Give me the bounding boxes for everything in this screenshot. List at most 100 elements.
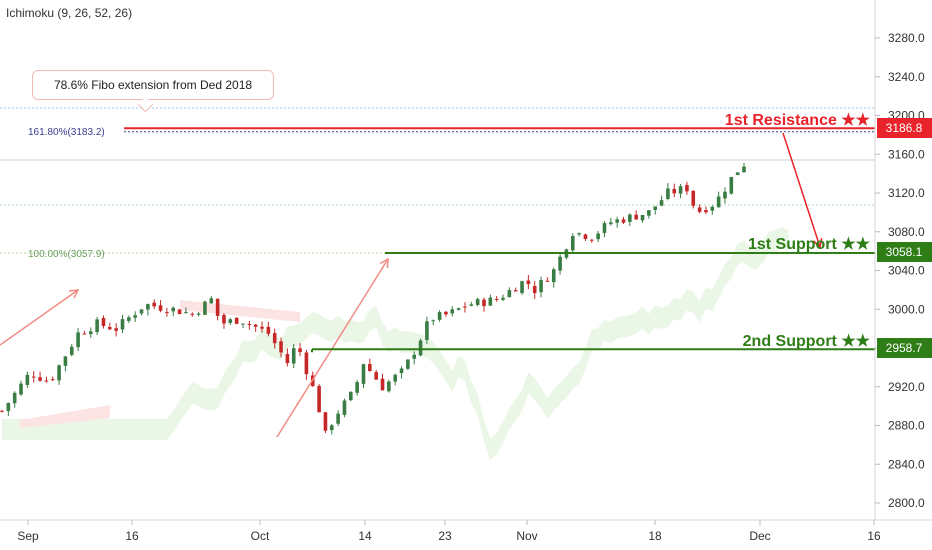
candle-body	[469, 304, 474, 306]
candle-body	[431, 320, 436, 322]
candle-body	[589, 239, 594, 241]
candle-body	[558, 256, 562, 271]
candle-body	[31, 376, 36, 378]
candle-body	[69, 346, 74, 355]
candle-body	[38, 377, 42, 381]
candle-body	[342, 400, 347, 415]
candle-body	[653, 206, 658, 211]
candle-body	[678, 186, 683, 194]
candle-body	[418, 340, 423, 356]
candle-body	[545, 280, 550, 282]
candle-body	[95, 319, 99, 333]
candle-body	[361, 364, 366, 384]
candle-body	[406, 359, 410, 369]
candle-body	[6, 402, 11, 412]
candle-body	[50, 379, 55, 381]
support1-badge-text: 3058.1	[886, 245, 923, 259]
trend-arrows	[0, 132, 823, 438]
candle-body	[697, 207, 702, 212]
candle-body	[437, 312, 442, 320]
candle-body	[190, 313, 195, 315]
candle-body	[666, 188, 670, 199]
candlesticks	[0, 163, 746, 435]
candle-body	[355, 382, 359, 393]
candle-body	[691, 190, 696, 206]
candle-body	[716, 196, 721, 208]
candle-body	[108, 327, 112, 330]
candle-body	[685, 185, 689, 192]
candle-body	[171, 307, 176, 312]
time-tick-label: Nov	[516, 529, 537, 543]
indicator-label[interactable]: Ichimoku (9, 26, 52, 26)	[6, 6, 133, 20]
candle-body	[488, 297, 493, 306]
price-tick-label: 3240.0	[888, 70, 925, 84]
candle-body	[387, 381, 391, 392]
candle-body	[63, 356, 68, 366]
support1-label: 1st Support ★★	[748, 236, 871, 253]
candle-body	[450, 309, 455, 314]
candle-body	[609, 222, 613, 225]
candle-body	[177, 309, 182, 315]
candle-body	[165, 312, 169, 314]
time-tick-label: Sep	[17, 529, 39, 543]
candle-body	[222, 314, 226, 324]
cloud-band-red	[180, 300, 300, 322]
candle-body	[114, 328, 118, 331]
support2-badge-text: 2958.7	[886, 341, 923, 355]
candle-body	[272, 333, 277, 344]
trend-arrow-oct	[276, 258, 389, 438]
candle-body	[710, 206, 715, 211]
candle-body	[215, 298, 220, 316]
candle-body	[101, 318, 106, 326]
candle-body	[501, 297, 505, 300]
time-tick-label: Dec	[749, 529, 770, 543]
candle-body	[152, 302, 157, 307]
candle-body	[735, 172, 740, 176]
candle-body	[596, 233, 600, 240]
candle-body	[82, 333, 87, 335]
candle-body	[247, 324, 252, 326]
candle-body	[494, 298, 499, 300]
cloud-band	[2, 227, 789, 460]
candle-body	[723, 191, 727, 199]
time-tick-label: Oct	[251, 529, 270, 543]
support1-badge	[877, 242, 932, 262]
price-tick-label: 2840.0	[888, 457, 925, 471]
ichimoku-cloud	[2, 227, 789, 460]
candle-body	[482, 299, 486, 307]
candle-body	[475, 299, 480, 305]
candle-body	[532, 285, 537, 294]
candle-body	[120, 319, 125, 330]
price-tick-label: 3040.0	[888, 264, 925, 278]
candle-body	[298, 348, 302, 353]
price-tick-label: 3280.0	[888, 31, 925, 45]
fibo-161-label: 161.80%(3183.2)	[28, 127, 105, 138]
price-tick-label: 3160.0	[888, 147, 925, 161]
price-tick-label: 2800.0	[888, 496, 925, 510]
candle-body	[380, 378, 385, 391]
candle-body	[0, 410, 4, 412]
candle-body	[291, 348, 296, 364]
candle-body	[133, 315, 137, 318]
level-lines	[124, 127, 875, 353]
fibo-annotation-callout[interactable]: 78.6% Fibo extension from Ded 2018	[32, 70, 274, 100]
price-tick-label: 3120.0	[888, 186, 925, 200]
candle-body	[672, 188, 677, 194]
candle-body	[336, 413, 340, 424]
time-tick-label: 23	[438, 529, 452, 543]
time-tick-label: 16	[867, 529, 881, 543]
candle-body	[146, 304, 150, 310]
candle-body	[304, 352, 309, 375]
candle-body	[253, 324, 258, 327]
candle-body	[513, 290, 518, 292]
candle-body	[539, 280, 543, 293]
candle-body	[507, 290, 512, 298]
candle-body	[368, 363, 372, 372]
candle-body	[349, 391, 353, 401]
target-arrow-head	[812, 238, 823, 249]
candle-body	[628, 214, 632, 222]
candle-body	[425, 321, 429, 341]
candle-body	[602, 223, 607, 233]
candle-body	[241, 323, 245, 325]
